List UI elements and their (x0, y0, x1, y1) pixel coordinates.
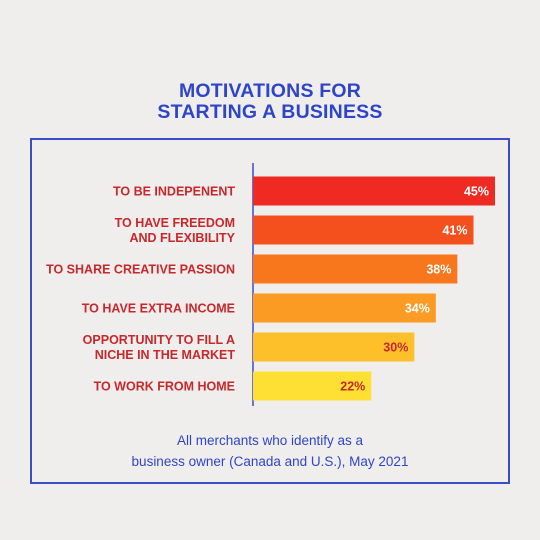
bar (253, 332, 415, 362)
category-label: TO WORK FROM HOME (94, 380, 235, 394)
bar-value-label: 45% (464, 185, 489, 199)
chart-note-line-2: business owner (Canada and U.S.), May 20… (131, 454, 409, 469)
bar-value-label: 38% (426, 263, 451, 277)
chart-title-line-1: MOTIVATIONS FOR (178, 80, 362, 102)
chart-frame (30, 138, 510, 484)
bar-value-label: 41% (442, 224, 467, 238)
bar (253, 176, 495, 206)
bar (253, 254, 458, 284)
category-label: TO BE INDEPENENT (113, 185, 235, 199)
category-label: OPPORTUNITY TO FILL A (83, 333, 235, 347)
chart-note-line-1: All merchants who identify as a (176, 433, 364, 448)
bar (253, 371, 372, 401)
category-label: TO HAVE EXTRA INCOME (82, 302, 235, 316)
bar-value-label: 30% (383, 341, 408, 355)
category-label: NICHE IN THE MARKET (95, 348, 236, 362)
bar (253, 215, 474, 245)
category-label: TO SHARE CREATIVE PASSION (46, 263, 235, 277)
category-label: AND FLEXIBILITY (129, 231, 235, 245)
category-label: TO HAVE FREEDOM (115, 216, 235, 230)
bar (253, 293, 436, 323)
bar-value-label: 34% (405, 302, 430, 316)
chart-title-line-2: STARTING A BUSINESS (157, 101, 383, 123)
bar-value-label: 22% (340, 380, 365, 394)
